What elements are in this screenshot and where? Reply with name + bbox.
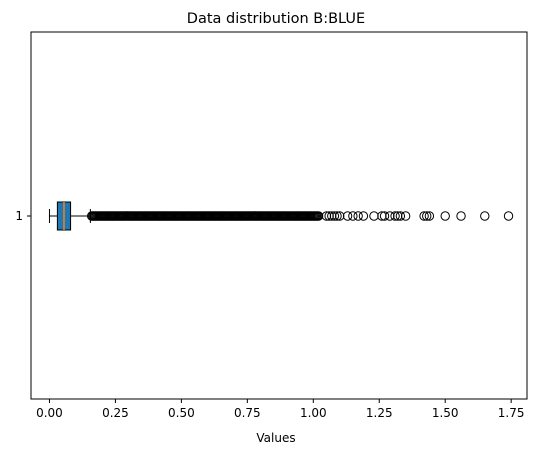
x-tick-label: 1.25 <box>366 406 393 420</box>
outlier-point <box>456 211 466 221</box>
chart-title: Data distribution B:BLUE <box>187 11 365 27</box>
outlier-point <box>422 211 432 221</box>
outlier-point <box>424 211 435 221</box>
x-tick-label: 0.00 <box>36 406 63 420</box>
outlier-point <box>440 211 450 221</box>
y-axis: 1 <box>15 209 31 223</box>
x-axis: 0.00 0.25 0.50 0.75 1.00 1.25 1.50 1.75 <box>36 399 525 420</box>
outlier-point <box>353 211 363 221</box>
outlier-point <box>342 211 353 221</box>
outlier-point <box>419 211 429 221</box>
outlier-point <box>480 211 490 221</box>
outlier-point <box>332 211 342 221</box>
outlier-point <box>503 211 514 221</box>
outlier-points <box>86 211 514 221</box>
x-tick-label: 0.75 <box>234 406 261 420</box>
y-tick-label: 1 <box>15 209 23 223</box>
x-tick-label: 1.00 <box>300 406 327 420</box>
outlier-point <box>400 211 411 221</box>
x-tick-label: 1.50 <box>432 406 459 420</box>
outlier-point <box>329 211 340 221</box>
x-tick-label: 0.25 <box>102 406 129 420</box>
x-tick-label: 0.50 <box>168 406 195 420</box>
x-axis-label: Values <box>256 431 295 445</box>
x-tick-label: 1.75 <box>498 406 525 420</box>
outlier-point <box>379 211 390 221</box>
outlier-point <box>348 211 358 221</box>
outlier-point <box>358 211 369 221</box>
box-group <box>48 201 514 231</box>
outlier-point <box>390 211 400 221</box>
outlier-point <box>395 211 406 221</box>
